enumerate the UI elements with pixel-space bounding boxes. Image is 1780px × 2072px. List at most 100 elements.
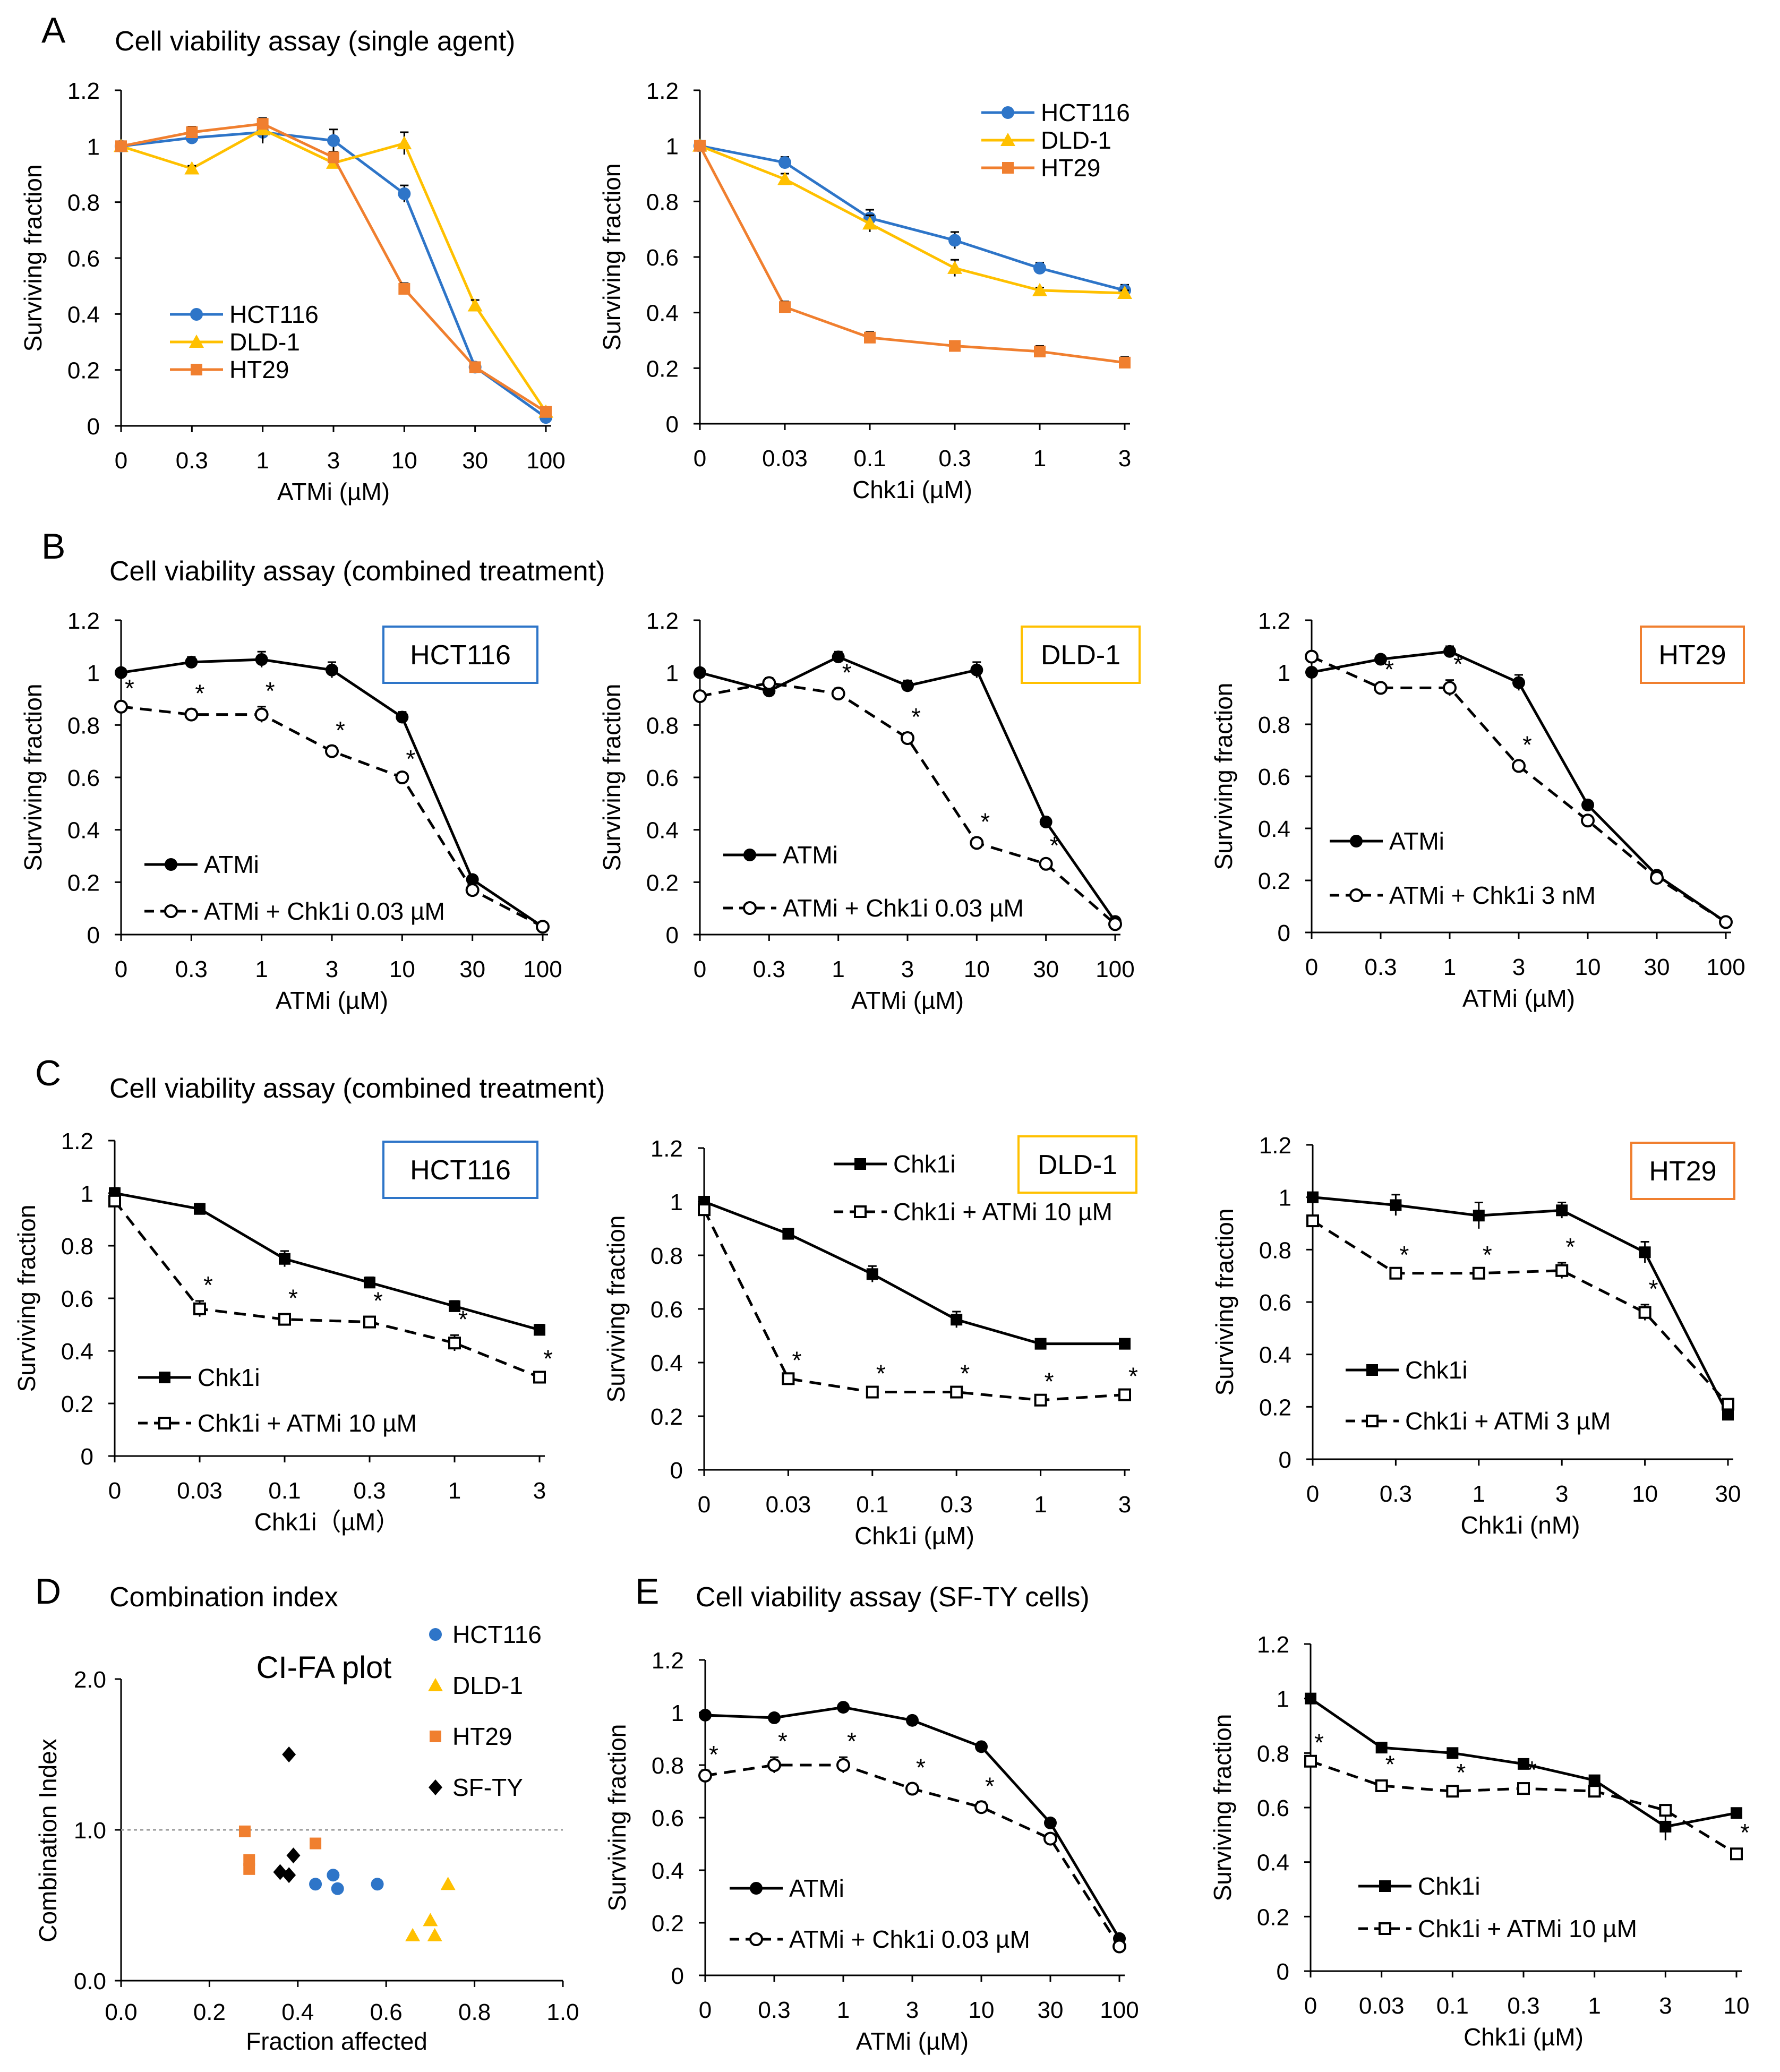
legend-label: Chk1i [1405, 1356, 1468, 1384]
data-point [1581, 798, 1594, 811]
data-point [1650, 871, 1664, 885]
panel-letter-b: B [41, 526, 66, 567]
y-axis-label: Surviving fraction [1210, 683, 1237, 870]
legend-marker [428, 1678, 443, 1691]
data-point [970, 836, 984, 850]
data-point [782, 1372, 795, 1385]
series-line-1 [114, 1200, 540, 1379]
x-axis-label: Chk1i (µM) [854, 1522, 974, 1549]
data-point [1555, 1264, 1569, 1277]
data-point [115, 140, 127, 152]
y-axis-label: Surviving fraction [19, 165, 47, 352]
data-point [1043, 1831, 1057, 1846]
x-tick-label: 10 [969, 1997, 995, 2023]
x-tick-label: 0.8 [458, 1999, 491, 2025]
y-tick-label: 0.2 [652, 1911, 684, 1937]
data-point [779, 301, 791, 313]
x-axis-label: ATMi (µM) [1462, 984, 1575, 1012]
panel-letter-e: E [635, 1571, 660, 1612]
y-tick-label: 0.6 [67, 246, 100, 272]
data-point [836, 1758, 850, 1772]
y-tick-label: 1.2 [646, 78, 679, 104]
significance-asterisk: * [543, 1345, 553, 1373]
data-point [1112, 1939, 1126, 1954]
data-point [395, 770, 409, 784]
data-point [1512, 759, 1526, 773]
data-point [1722, 1409, 1734, 1421]
data-point [282, 1867, 296, 1883]
data-point [1108, 917, 1122, 931]
y-tick-label: 1.2 [61, 1128, 93, 1154]
legend-label: ATMi + Chk1i 0.03 µM [789, 1925, 1030, 1953]
legend-label: HT29 [452, 1723, 512, 1750]
x-tick-label: 100 [526, 448, 565, 474]
x-tick-label: 0 [115, 448, 127, 474]
panel-letter-d: D [35, 1571, 62, 1612]
x-tick-label: 0.03 [762, 446, 808, 472]
data-point [467, 298, 483, 312]
data-point [1731, 1807, 1742, 1819]
y-tick-label: 2.0 [74, 1667, 106, 1693]
y-tick-label: 0.0 [74, 1968, 106, 1994]
y-axis-label: Surviving fraction [1209, 1714, 1236, 1902]
x-tick-label: 1 [1473, 1481, 1485, 1507]
data-point [1518, 1758, 1529, 1770]
y-tick-label: 0.2 [1259, 1394, 1291, 1420]
data-point [947, 260, 962, 274]
data-point [1118, 1388, 1131, 1401]
y-tick-label: 0.6 [1258, 764, 1290, 790]
legend-label: ATMi [204, 851, 259, 878]
y-tick-label: 0.8 [67, 190, 100, 216]
y-tick-label: 0.6 [651, 1297, 683, 1323]
series-line-1 [699, 681, 1116, 926]
data-point [1446, 1785, 1459, 1798]
data-point [1307, 1191, 1319, 1203]
legend-label: Chk1i + ATMi 10 µM [893, 1198, 1112, 1226]
data-point [193, 1302, 206, 1315]
x-tick-label: 0.2 [193, 1999, 226, 2025]
data-point [1588, 1785, 1601, 1798]
y-axis-label: Surviving fraction [1211, 1209, 1238, 1396]
data-point [327, 1869, 340, 1882]
y-tick-label: 1.2 [1258, 608, 1290, 634]
data-point [699, 1708, 712, 1722]
significance-asterisk: * [406, 745, 415, 773]
y-tick-label: 0.6 [1259, 1290, 1291, 1316]
x-tick-label: 0.3 [176, 448, 208, 474]
x-tick-label: 0.0 [105, 1999, 137, 2025]
legend-label: Chk1i + ATMi 10 µM [198, 1409, 417, 1437]
x-tick-label: 100 [1706, 954, 1745, 980]
y-tick-label: 0.4 [646, 301, 679, 327]
legend-label: DLD-1 [452, 1672, 523, 1699]
significance-asterisk: * [266, 677, 275, 705]
legend-label: Chk1i [1418, 1872, 1481, 1900]
legend-label: HCT116 [1041, 99, 1130, 126]
legend-label: ATMi [1389, 827, 1444, 855]
x-tick-label: 0.3 [753, 956, 785, 982]
x-tick-label: 10 [964, 956, 990, 982]
legend-marker [1349, 888, 1363, 902]
x-tick-label: 100 [523, 956, 562, 982]
legend-marker [429, 1628, 442, 1641]
y-tick-label: 1.2 [646, 608, 679, 634]
chart-c1-hct116-chk1i-combo: 0 0.2 0.4 0.6 0.8 1 1.2 0 0.03 0.1 0.3 1 3 Chk1i（µM） S… [13, 1128, 553, 1536]
y-tick-label: 0.8 [652, 1753, 684, 1779]
data-point [328, 151, 339, 164]
data-point [279, 1253, 290, 1265]
data-point [693, 689, 707, 704]
chart-c3-ht29-chk1i-combo: 0 0.2 0.4 0.6 0.8 1 1.2 0 0.3 1 3 10 30 Chk1i (nM) Sur… [1211, 1133, 1741, 1539]
y-tick-label: 1.2 [1259, 1133, 1291, 1159]
x-tick-label: 1 [1588, 1993, 1601, 2019]
data-point [1034, 345, 1046, 357]
x-axis-label: ATMi (µM) [856, 2027, 969, 2055]
series-line-1 [699, 144, 1125, 295]
y-axis-label: Surviving fraction [598, 164, 626, 351]
data-point [1719, 915, 1733, 929]
chart-a2-single-agent-chk1i: 0 0.2 0.4 0.6 0.8 1 1.2 0 0.03 0.1 0.3 1 3 Chk1i (µM)… [598, 78, 1132, 503]
data-point [1512, 676, 1525, 689]
cell-line-box [1021, 626, 1141, 684]
legend-marker [430, 1731, 441, 1742]
significance-asterisk: * [125, 674, 134, 702]
data-point [862, 216, 877, 230]
data-point [1556, 1204, 1568, 1217]
